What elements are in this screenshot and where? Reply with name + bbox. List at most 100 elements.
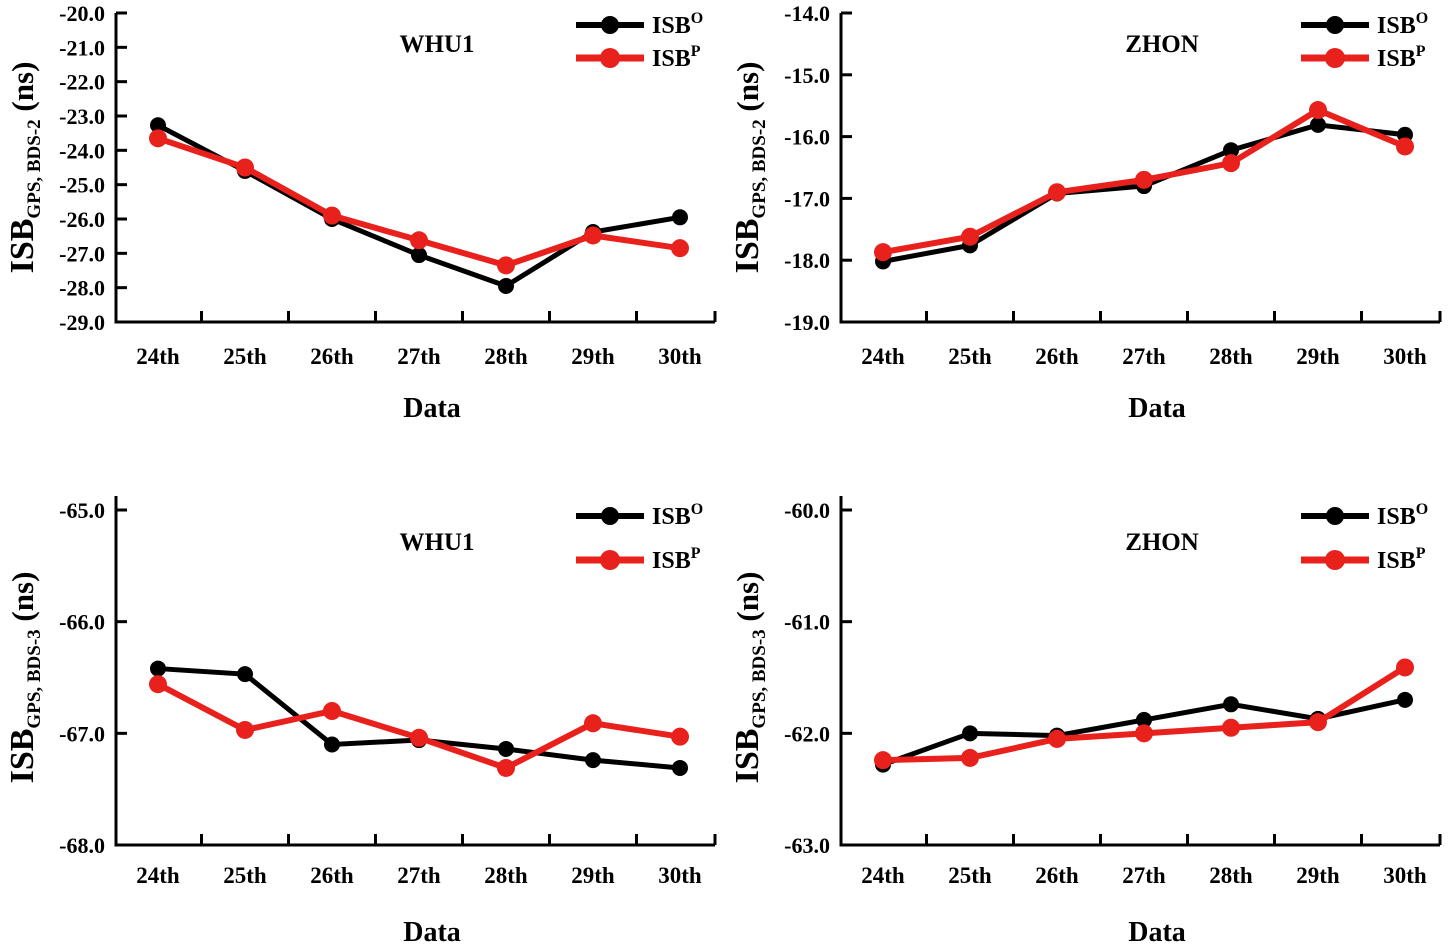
y-axis-label-base: ISB [4,219,41,274]
x-tick-label: 28th [1209,863,1253,888]
data-point-isb-p-25th [236,720,254,739]
y-tick-label: -20.0 [59,1,105,26]
y-tick-label: -18.0 [784,248,830,273]
legend-marker-isb-p [600,48,620,68]
data-point-isb-o-29th [1310,116,1326,133]
data-point-isb-p-28th [1222,718,1240,737]
chart-canvas-zhon-bds2: -14.0 -15.0 -16.0 -17.0 -18.0 -19.0 24th 25th 26… [729,1,1442,424]
data-point-isb-o-30th [1397,691,1413,708]
x-tick-label: 24th [136,344,180,369]
legend-marker-isb-p [600,550,620,570]
y-axis-label: ISBGPS, BDS-3 (ns) [4,572,45,784]
legend-label-base: ISB [652,13,691,39]
data-point-isb-p-24th [149,129,167,148]
data-point-isb-p-30th [1396,137,1414,156]
chart-canvas-whu1-bds3: -65.0 -66.0 -67.0 -68.0 24th 25th 26th 27th 28th… [4,496,717,946]
y-axis-label-subscript: GPS, BDS-2 [24,119,45,218]
data-point-isb-p-26th [323,206,341,225]
chart-whu1-bds3: -65.0 -66.0 -67.0 -68.0 24th 25th 26th 27th 28th… [0,470,725,946]
legend-label-isb-p: ISBP [652,43,701,72]
data-point-isb-p-25th [236,158,254,177]
y-tick-label: -16.0 [784,125,830,150]
y-axis-label-unit: (ns) [5,62,40,120]
y-axis-label-base: ISB [729,729,766,784]
x-axis-label: Data [403,917,461,946]
x-tick-label: 30th [1383,863,1427,888]
legend-label-base: ISB [652,46,691,72]
data-point-isb-p-26th [1048,183,1066,202]
y-axis-label-unit: (ns) [5,572,40,630]
x-tick-label: 26th [310,344,354,369]
y-axis-label: ISBGPS, BDS-2 (ns) [4,62,45,274]
x-tick-label: 25th [223,344,267,369]
x-tick-label: 24th [861,344,905,369]
chart-canvas-zhon-bds3: -60.0 -61.0 -62.0 -63.0 24th 25th 26th 27th 28th… [729,496,1442,946]
y-tick-label: -68.0 [59,833,105,858]
data-point-isb-o-29th [585,752,601,769]
data-point-isb-p-27th [1135,724,1153,743]
y-tick-label: -21.0 [59,35,105,60]
legend-label-base: ISB [1377,46,1416,72]
data-point-isb-o-25th [962,725,978,742]
data-point-isb-p-28th [497,758,515,777]
legend-label-superscript: P [691,545,701,562]
data-point-isb-p-30th [671,727,689,746]
y-tick-label: -67.0 [59,721,105,746]
x-tick-label: 25th [948,863,992,888]
y-axis-label-subscript: GPS, BDS-3 [749,629,770,728]
data-point-isb-o-28th [1223,696,1239,713]
data-point-isb-p-29th [584,226,602,245]
data-point-isb-o-25th [237,666,253,683]
legend-label-isb-p: ISBP [652,545,701,574]
y-tick-label: -27.0 [59,241,105,266]
chart-title: ZHON [1125,529,1199,556]
y-tick-label: -66.0 [59,610,105,635]
x-tick-label: 26th [1035,344,1079,369]
legend-label-isb-p: ISBP [1377,43,1426,72]
x-tick-label: 30th [1383,344,1427,369]
x-tick-label: 27th [397,344,441,369]
x-tick-label: 30th [658,344,702,369]
data-point-isb-p-28th [497,256,515,275]
data-point-isb-p-29th [1309,101,1327,120]
data-point-isb-o-27th [1136,711,1152,728]
legend-label-isb-o: ISBO [652,501,703,530]
legend-label-base: ISB [1377,13,1416,39]
legend-label-superscript: O [1416,10,1428,27]
legend-marker-isb-o [601,507,619,525]
data-point-isb-o-24th [150,660,166,677]
legend-marker-isb-p [1325,550,1345,570]
legend-label-base: ISB [652,548,691,574]
y-axis-label-unit: (ns) [730,62,765,120]
y-tick-label: -23.0 [59,104,105,129]
x-tick-label: 25th [223,863,267,888]
legend-label-superscript: O [691,10,703,27]
x-tick-label: 30th [658,863,702,888]
y-tick-label: -60.0 [784,498,830,523]
x-tick-label: 29th [571,344,615,369]
data-point-isb-p-27th [410,728,428,747]
data-point-isb-p-24th [874,243,892,262]
data-point-isb-o-28th [498,277,514,294]
y-axis-label-base: ISB [729,219,766,274]
y-axis-label-base: ISB [4,729,41,784]
legend-label-superscript: O [691,501,703,518]
legend-marker-isb-o [601,16,619,34]
data-point-isb-p-29th [584,714,602,733]
data-point-isb-p-26th [323,702,341,720]
y-tick-label: -26.0 [59,207,105,232]
chart-title: ZHON [1125,31,1199,58]
x-tick-label: 24th [861,863,905,888]
y-axis-label-subscript: GPS, BDS-3 [24,629,45,728]
y-tick-label: -24.0 [59,138,105,163]
y-tick-label: -65.0 [59,498,105,523]
y-axis-label-unit: (ns) [730,572,765,630]
legend-label-superscript: P [691,43,701,60]
legend-label-base: ISB [1377,548,1416,574]
legend-label-superscript: P [1416,545,1426,562]
y-tick-label: -28.0 [59,276,105,301]
x-tick-label: 27th [397,863,441,888]
x-axis-label: Data [1128,393,1186,424]
data-point-isb-p-30th [671,239,689,258]
x-tick-label: 27th [1122,863,1166,888]
